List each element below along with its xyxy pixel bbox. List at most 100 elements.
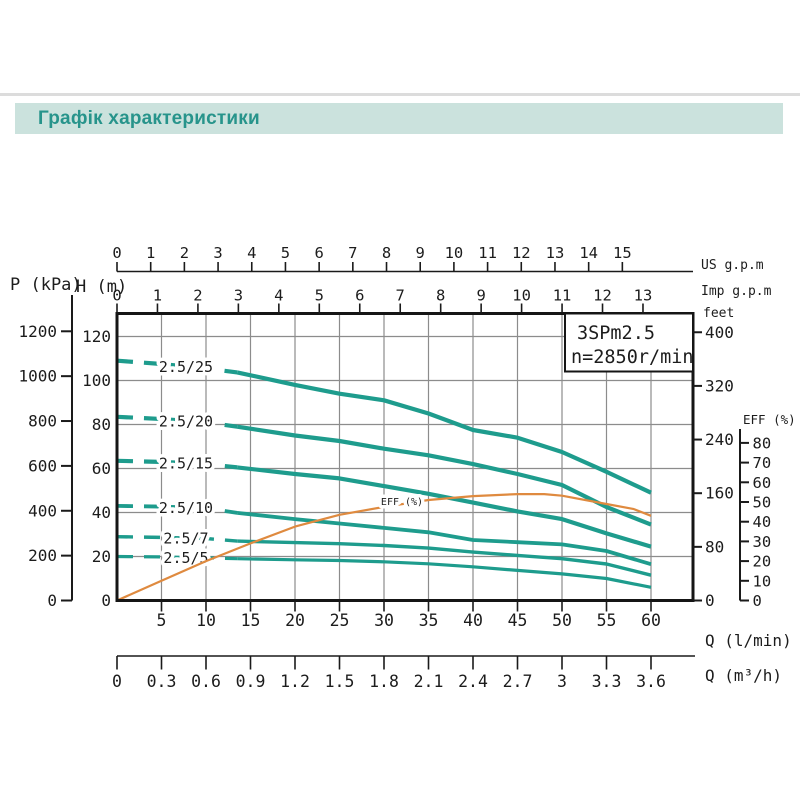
pump-curve-dashed-2-5-15 xyxy=(116,458,238,470)
feet-tick-label: 160 xyxy=(705,484,734,503)
flow-lmin-tick-label: 40 xyxy=(463,611,483,630)
section-divider xyxy=(0,93,800,96)
eff-tick-label: 30 xyxy=(753,533,772,551)
feet-tick-label: 0 xyxy=(705,591,715,610)
us-gpm-tick-label: 2 xyxy=(180,244,189,262)
flow-m3h-tick-label: 0 xyxy=(112,672,122,691)
eff-tick-label: 40 xyxy=(753,513,772,531)
pump-curve-2-5-7 xyxy=(237,539,652,577)
head-tick-label: 20 xyxy=(92,547,111,566)
pump-curve-2-5-20 xyxy=(236,424,652,527)
imp-gpm-tick-label: 4 xyxy=(274,287,283,305)
flow-m3h-tick-label: 1.5 xyxy=(325,672,355,691)
us-gpm-tick-label: 7 xyxy=(348,244,357,262)
us-gpm-tick-label: 8 xyxy=(382,244,391,262)
pressure-tick-label: 600 xyxy=(28,456,57,475)
imp-gpm-tick-label: 13 xyxy=(634,287,653,305)
pressure-tick-label: 200 xyxy=(28,546,57,565)
pump-curve-dashed-2-5-5 xyxy=(116,554,238,561)
eff-tick-label: 0 xyxy=(753,592,762,610)
flow-m3h-tick-label: 0.3 xyxy=(147,672,177,691)
flow-lmin-tick-label: 20 xyxy=(285,611,305,630)
feet-tick-label: 400 xyxy=(705,323,734,342)
head-tick-label: 60 xyxy=(92,459,111,478)
eff-tick-label: 20 xyxy=(753,553,772,571)
pump-curve-dashed-2-5-25 xyxy=(116,358,238,375)
eff-tick-label: 70 xyxy=(753,454,772,472)
imp-gpm-tick-label: 7 xyxy=(396,287,405,305)
us-gpm-tick-label: 6 xyxy=(314,244,323,262)
eff-tick-label: 50 xyxy=(753,494,772,512)
chart-speed-label: n=2850r/min xyxy=(571,347,694,368)
flow-lmin-tick-label: 55 xyxy=(597,611,617,630)
imp-gpm-tick-label: 12 xyxy=(593,287,612,305)
flow-m3h-tick-label: 1.8 xyxy=(369,672,399,691)
curve-label-2-5-5: 2.5/5 xyxy=(163,549,208,567)
plot-border xyxy=(115,312,695,602)
pressure-axis-label: P (kPa) xyxy=(10,275,82,295)
us-gpm-tick-label: 14 xyxy=(579,244,598,262)
pressure-tick-label: 1000 xyxy=(18,367,57,386)
imp-gpm-tick-label: 10 xyxy=(512,287,531,305)
flow-m3h-tick-label: 1.2 xyxy=(280,672,310,691)
flow-m3h-tick-label: 0.6 xyxy=(191,672,221,691)
imp-gpm-tick-label: 3 xyxy=(234,287,243,305)
head-tick-label: 120 xyxy=(82,327,111,346)
flow-lmin-tick-label: 50 xyxy=(552,611,572,630)
us-gpm-tick-label: 5 xyxy=(281,244,290,262)
us-gpm-tick-label: 0 xyxy=(112,244,121,262)
flow-m3h-tick-label: 3.6 xyxy=(636,672,666,691)
imp-gpm-tick-label: 1 xyxy=(153,287,162,305)
feet-tick-label: 240 xyxy=(705,430,734,449)
feet-tick-label: 80 xyxy=(705,537,724,556)
section-title: Графік характеристики xyxy=(38,107,260,129)
imp-gpm-tick-label: 2 xyxy=(193,287,202,305)
flow-lmin-tick-label: 10 xyxy=(196,611,216,630)
pressure-tick-label: 0 xyxy=(47,591,57,610)
flow-lmin-tick-label: 5 xyxy=(157,611,167,630)
us-gpm-tick-label: 9 xyxy=(416,244,425,262)
flow-lmin-tick-label: 25 xyxy=(330,611,350,630)
curve-label-2-5-7: 2.5/7 xyxy=(163,530,208,548)
us-gpm-tick-label: 1 xyxy=(146,244,155,262)
curve-label-2-5-10: 2.5/10 xyxy=(159,499,213,517)
us-gpm-axis-label: US g.p.m xyxy=(701,258,764,273)
flow-m3h-tick-label: 0.9 xyxy=(236,672,266,691)
us-gpm-tick-label: 4 xyxy=(247,244,256,262)
us-gpm-tick-label: 10 xyxy=(445,244,464,262)
imp-gpm-tick-label: 8 xyxy=(436,287,445,305)
imp-gpm-tick-label: 9 xyxy=(476,287,485,305)
eff-tick-label: 80 xyxy=(753,434,772,452)
efficiency-curve xyxy=(116,493,652,602)
us-gpm-tick-label: 13 xyxy=(546,244,565,262)
imp-gpm-tick-label: 0 xyxy=(112,287,121,305)
us-gpm-tick-label: 12 xyxy=(512,244,531,262)
us-gpm-tick-label: 15 xyxy=(613,244,632,262)
eff-axis-label: EFF (%) xyxy=(743,412,796,427)
pressure-tick-label: 1200 xyxy=(18,322,57,341)
flow-lmin-axis-label: Q (l/min) xyxy=(705,631,792,650)
model-box xyxy=(564,312,694,373)
imp-gpm-tick-label: 11 xyxy=(553,287,572,305)
feet-tick-label: 320 xyxy=(705,376,734,395)
flow-m3h-axis-label: Q (m³/h) xyxy=(705,666,782,685)
flow-lmin-tick-label: 35 xyxy=(419,611,439,630)
pump-curve-dashed-2-5-7 xyxy=(116,535,238,543)
flow-lmin-tick-label: 30 xyxy=(374,611,394,630)
curve-label-2-5-15: 2.5/15 xyxy=(159,455,213,473)
pump-curve-dashed-2-5-10 xyxy=(116,504,238,515)
flow-lmin-tick-label: 45 xyxy=(508,611,528,630)
pump-curve-dashed-2-5-20 xyxy=(116,414,238,429)
curve-label-2-5-20: 2.5/20 xyxy=(159,412,213,430)
eff-tick-label: 60 xyxy=(753,474,772,492)
head-tick-label: 80 xyxy=(92,415,111,434)
efficiency-curve-label: EFF (%) xyxy=(381,497,423,508)
us-gpm-tick-label: 11 xyxy=(478,244,497,262)
pressure-tick-label: 800 xyxy=(28,412,57,431)
pump-curve-2-5-25 xyxy=(236,370,652,495)
head-tick-label: 40 xyxy=(92,503,111,522)
flow-m3h-tick-label: 3.3 xyxy=(592,672,622,691)
head-tick-label: 100 xyxy=(82,371,111,390)
